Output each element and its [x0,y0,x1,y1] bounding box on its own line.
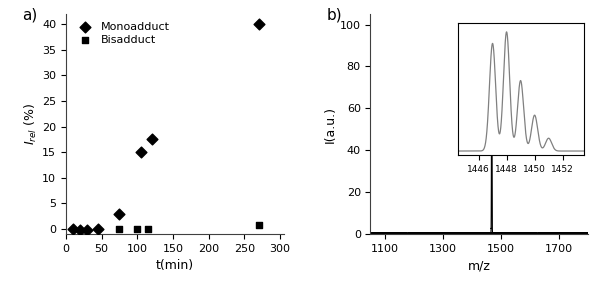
X-axis label: t(min): t(min) [155,259,194,272]
Monoadduct [93,227,103,232]
Monoadduct [254,22,263,27]
Bisadduct [115,227,124,231]
X-axis label: m/z: m/z [468,259,491,272]
Monoadduct [147,137,157,142]
Y-axis label: $I_{rel}$ (%): $I_{rel}$ (%) [23,103,40,145]
Bisadduct [254,222,263,227]
Monoadduct [76,228,85,233]
Y-axis label: I(a.u.): I(a.u.) [324,105,337,143]
Monoadduct [68,227,78,231]
Legend: Monoadduct, Bisadduct: Monoadduct, Bisadduct [71,20,172,47]
Bisadduct [133,227,142,231]
Monoadduct [136,150,146,155]
Bisadduct [143,227,153,232]
Monoadduct [83,228,92,233]
Monoadduct [115,211,124,216]
Text: b): b) [327,8,343,23]
Text: a): a) [23,8,38,23]
